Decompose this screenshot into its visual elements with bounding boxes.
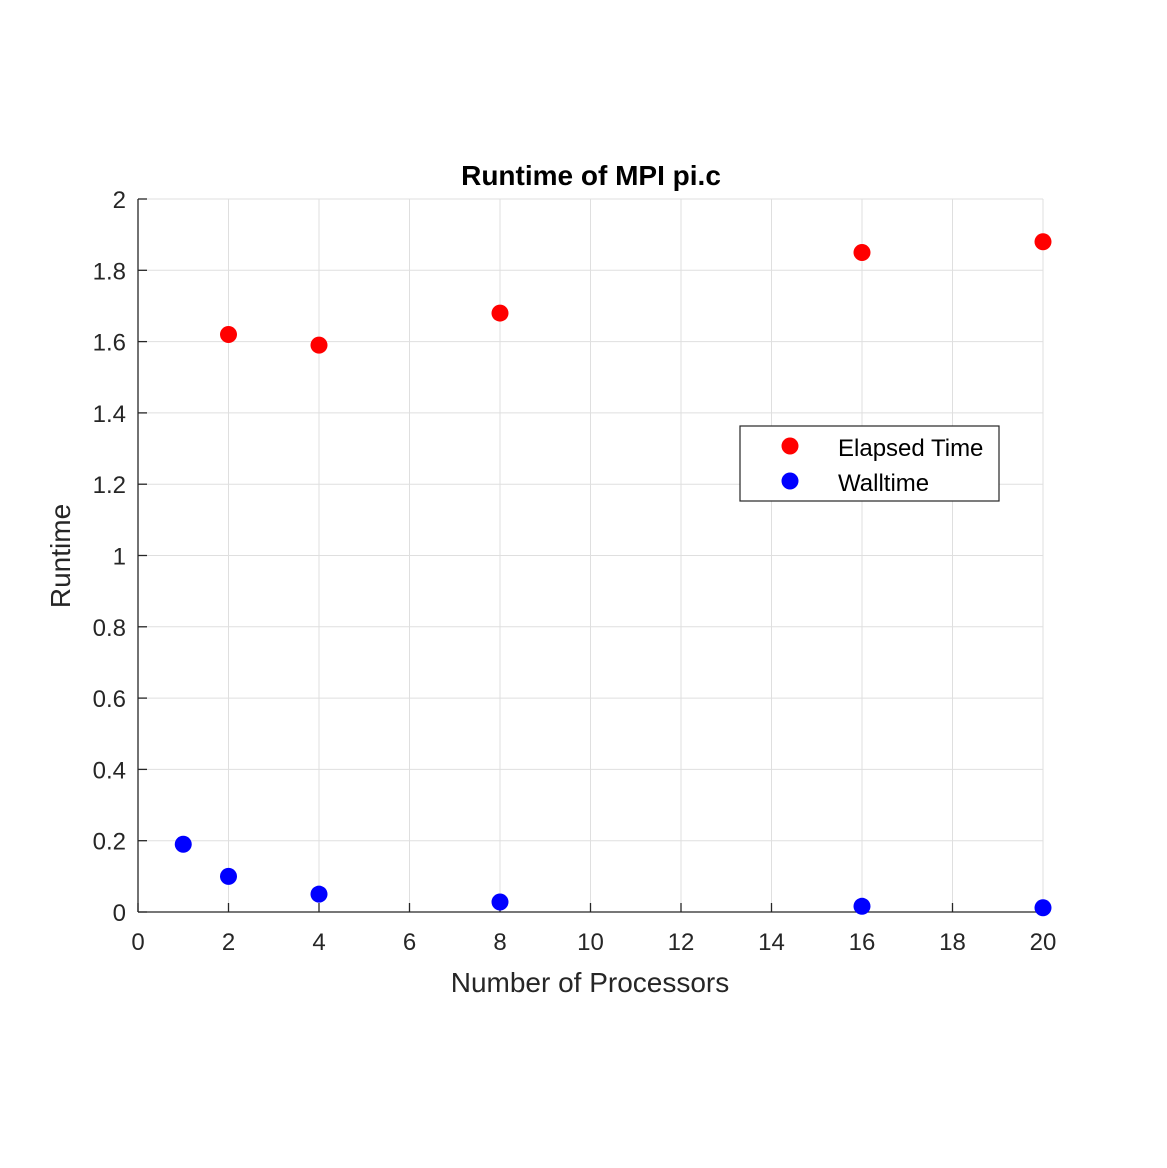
data-point-walltime — [491, 893, 509, 911]
x-ticks: 0 2 4 6 8 10 12 14 16 18 20 — [131, 903, 1056, 956]
x-tick-label: 10 — [577, 929, 604, 956]
data-point-elapsed-time — [1034, 233, 1052, 251]
legend: Elapsed Time Walltime — [739, 425, 1000, 502]
data-point-elapsed-time — [853, 243, 871, 261]
y-tick-label: 1 — [113, 544, 126, 571]
legend-label-elapsed-time: Elapsed Time — [838, 435, 983, 462]
y-tick-label: 0 — [113, 900, 126, 927]
y-tick-label: 0.2 — [93, 829, 126, 856]
legend-marker-elapsed-time — [781, 437, 799, 455]
x-tick-label: 4 — [312, 929, 325, 956]
data-points — [174, 233, 1052, 917]
data-point-elapsed-time — [491, 304, 509, 322]
chart-title: Runtime of MPI pi.c — [461, 160, 721, 191]
y-tick-label: 1.4 — [93, 401, 126, 428]
x-tick-label: 18 — [939, 929, 966, 956]
x-tick-label: 2 — [222, 929, 235, 956]
y-tick-label: 2 — [113, 187, 126, 214]
x-tick-label: 16 — [849, 929, 876, 956]
x-tick-label: 12 — [668, 929, 695, 956]
y-tick-label: 1.2 — [93, 472, 126, 499]
data-point-walltime — [1034, 899, 1052, 917]
data-point-walltime — [174, 835, 192, 853]
legend-marker-walltime — [781, 472, 799, 490]
y-ticks: 0 0.2 0.4 0.6 0.8 1 1.2 1.4 1.6 1.8 2 — [93, 187, 147, 927]
data-point-elapsed-time — [310, 336, 328, 354]
legend-box — [739, 425, 1000, 502]
x-axis-label: Number of Processors — [451, 967, 730, 998]
y-tick-label: 0.6 — [93, 686, 126, 713]
x-tick-label: 8 — [493, 929, 506, 956]
y-tick-label: 0.8 — [93, 615, 126, 642]
data-point-elapsed-time — [220, 325, 237, 343]
data-point-walltime — [310, 885, 328, 903]
legend-label-walltime: Walltime — [838, 470, 929, 497]
data-point-walltime — [220, 867, 237, 885]
y-tick-label: 0.4 — [93, 757, 126, 784]
x-tick-label: 0 — [131, 929, 144, 956]
x-tick-label: 14 — [758, 929, 785, 956]
y-tick-label: 1.8 — [93, 258, 126, 285]
x-tick-label: 6 — [403, 929, 416, 956]
x-tick-label: 20 — [1030, 929, 1057, 956]
y-axis-label: Runtime — [45, 504, 76, 608]
data-point-walltime — [853, 897, 871, 915]
grid-lines — [137, 198, 1044, 913]
y-tick-label: 1.6 — [93, 330, 126, 357]
